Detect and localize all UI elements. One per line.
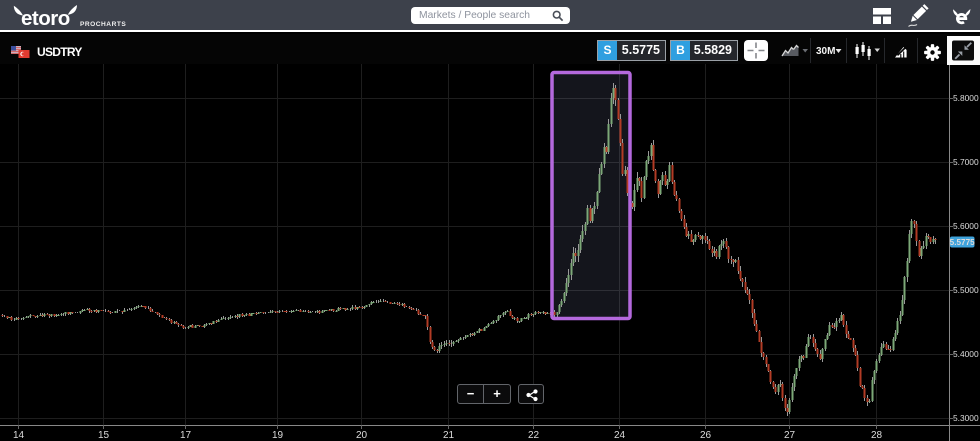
svg-text:5.8000: 5.8000 xyxy=(953,93,979,103)
svg-text:15: 15 xyxy=(98,430,110,441)
svg-text:21: 21 xyxy=(443,430,455,441)
svg-text:19: 19 xyxy=(272,430,284,441)
svg-text:17: 17 xyxy=(180,430,192,441)
svg-text:22: 22 xyxy=(528,430,540,441)
svg-text:5.5775: 5.5775 xyxy=(950,238,975,247)
svg-text:14: 14 xyxy=(13,430,25,441)
svg-text:etoro: etoro xyxy=(21,7,70,30)
svg-text:5.6000: 5.6000 xyxy=(953,221,979,231)
svg-text:PROCHARTS: PROCHARTS xyxy=(80,21,126,28)
svg-text:28: 28 xyxy=(871,430,883,441)
svg-text:20: 20 xyxy=(356,430,368,441)
svg-text:5.3000: 5.3000 xyxy=(953,413,979,423)
svg-text:5.7000: 5.7000 xyxy=(953,157,979,167)
svg-text:24: 24 xyxy=(614,430,626,441)
svg-text:27: 27 xyxy=(784,430,796,441)
svg-text:5.4000: 5.4000 xyxy=(953,349,979,359)
svg-text:5.5000: 5.5000 xyxy=(953,285,979,295)
svg-text:26: 26 xyxy=(700,430,712,441)
